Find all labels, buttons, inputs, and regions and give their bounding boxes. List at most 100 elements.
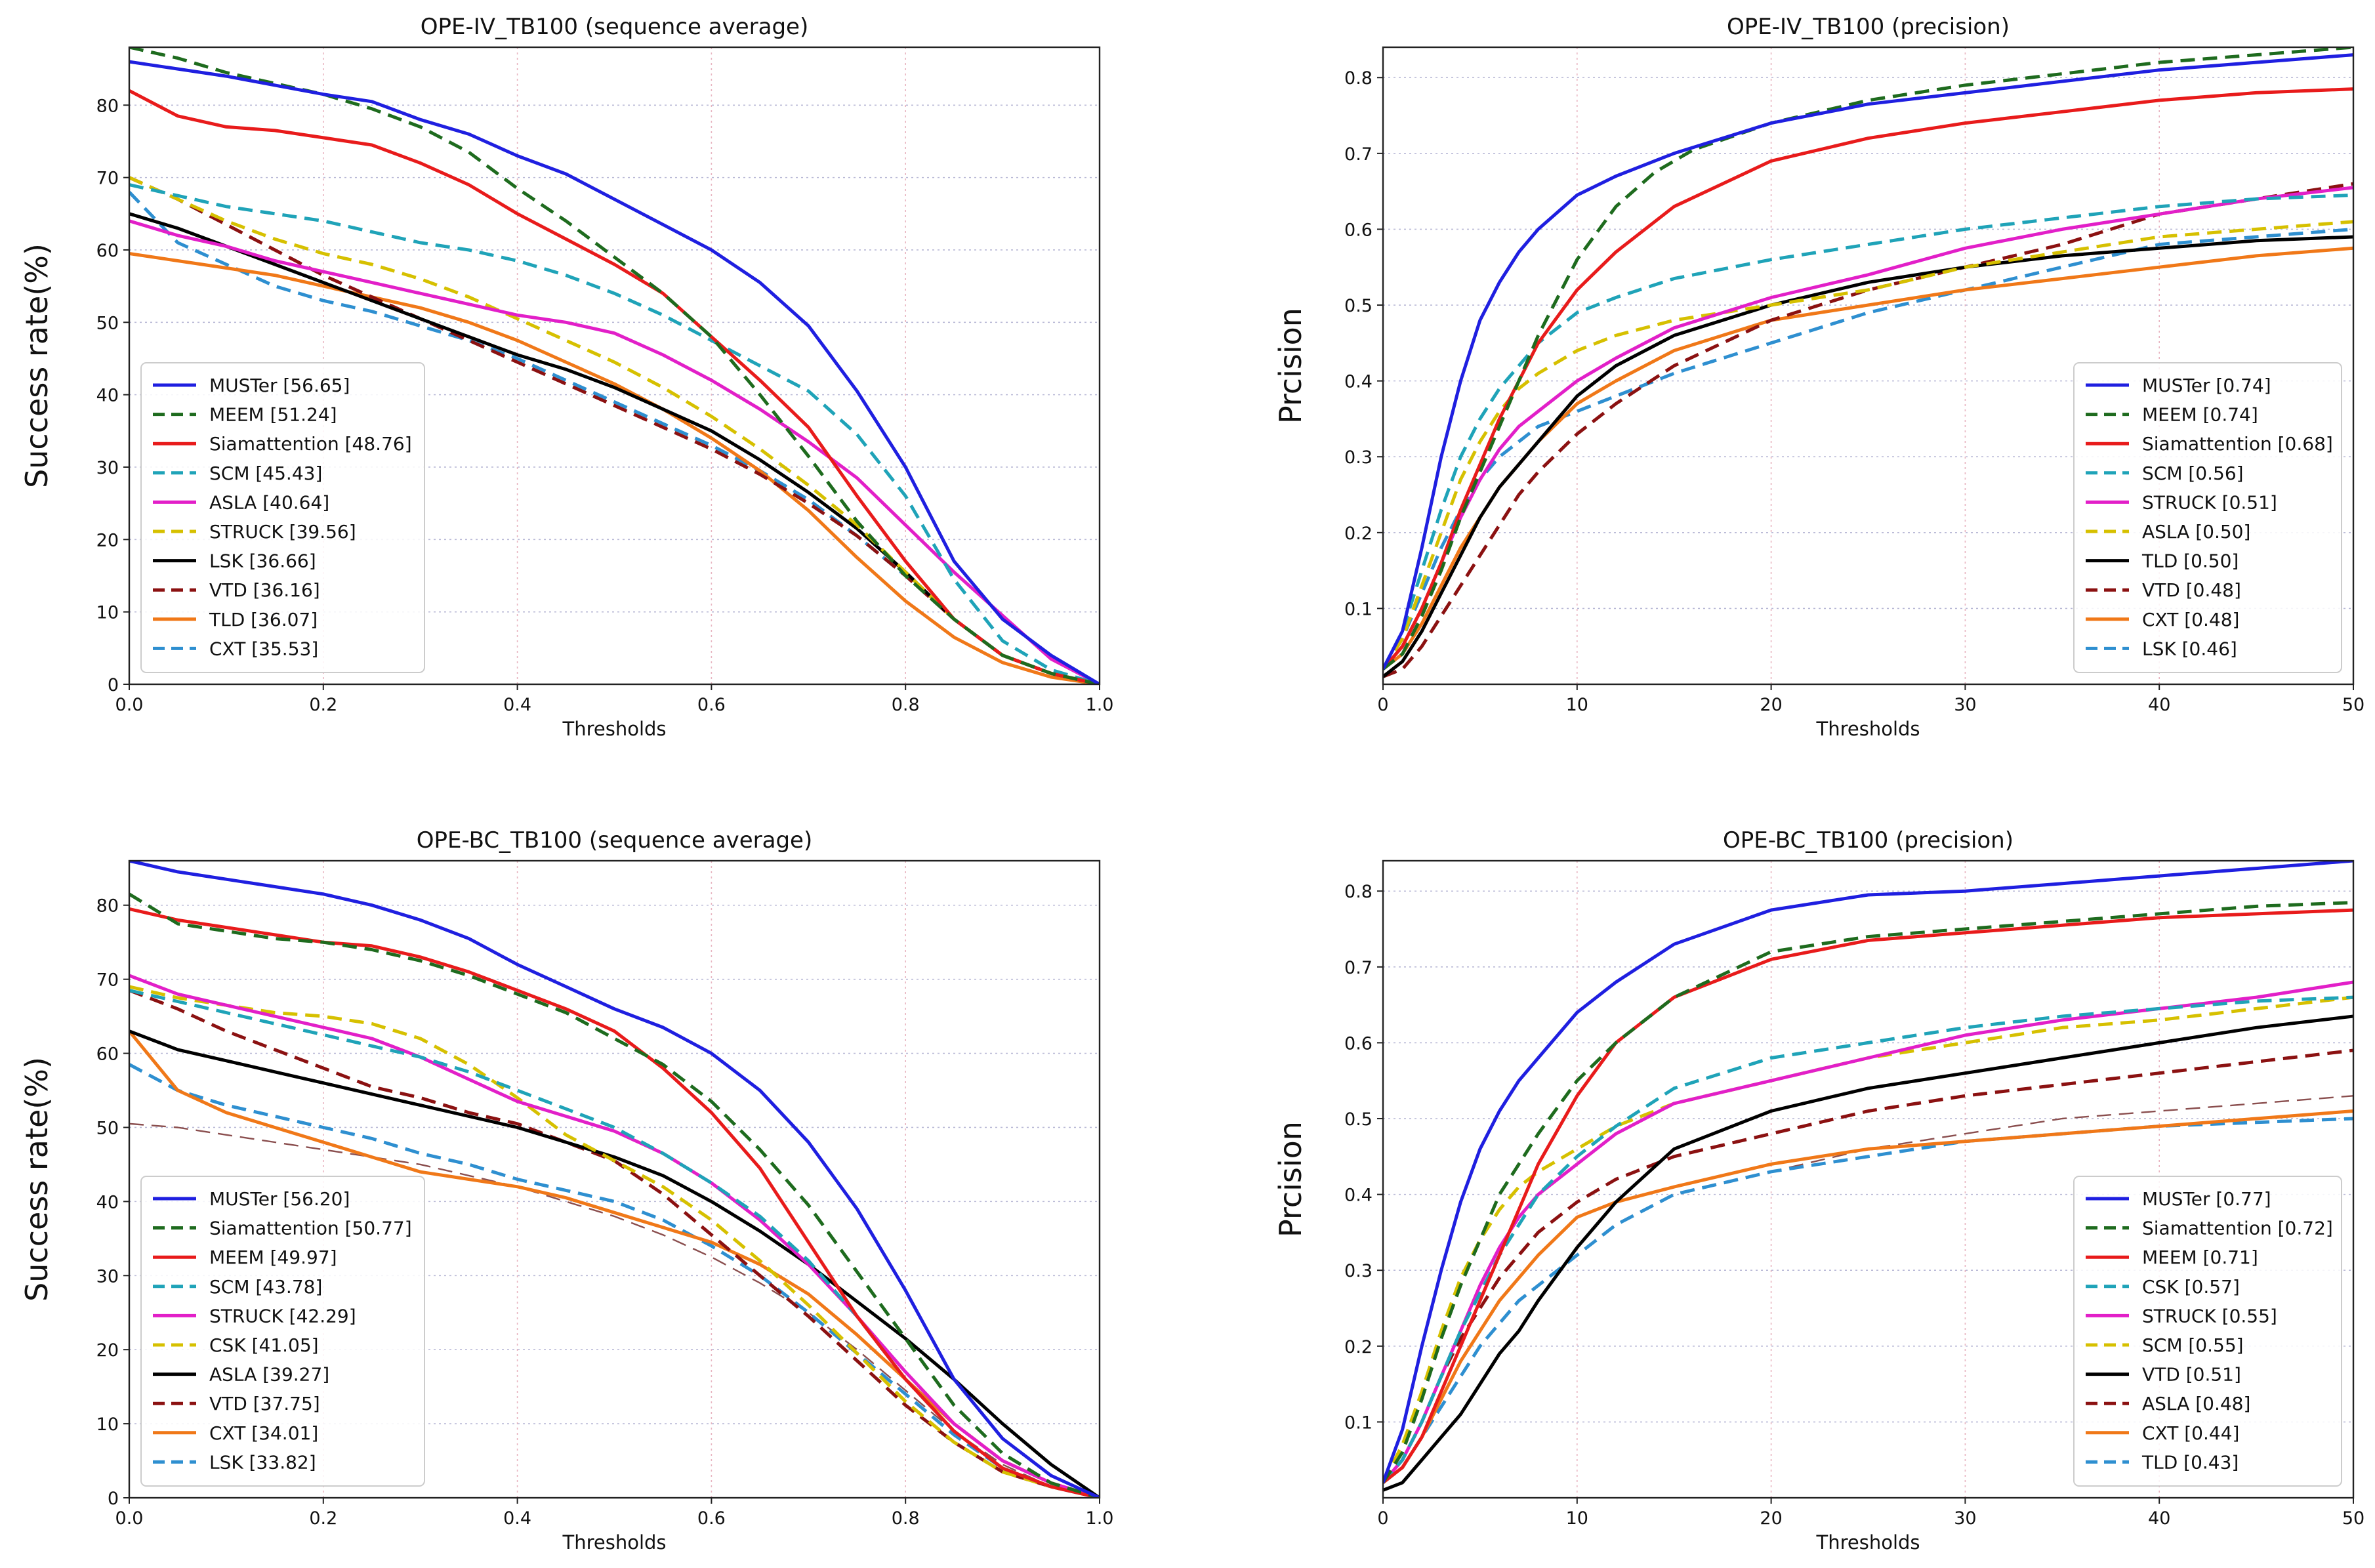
legend-entry: CXT [35.53] <box>209 638 318 659</box>
legend-entry: LSK [0.46] <box>2142 638 2237 659</box>
series-line-csk <box>1383 995 2353 1484</box>
legend-entry: TLD [36.07] <box>209 609 318 630</box>
x-tick-label: 20 <box>1760 695 1782 715</box>
y-tick-label: 0.2 <box>1344 524 1373 544</box>
legend-entry: CXT [0.44] <box>2142 1422 2239 1444</box>
chart-title: OPE-IV_TB100 (precision) <box>1727 14 2010 40</box>
series-line-asla <box>1383 220 2353 671</box>
series-line-siamattention <box>1383 87 2353 671</box>
series-line-cxt <box>129 1030 1100 1498</box>
series-lines <box>129 861 1100 1498</box>
y-tick-label: 0.1 <box>1344 599 1373 619</box>
y-tick-label: 40 <box>96 386 119 406</box>
legend-entry: MEEM [0.74] <box>2142 404 2258 426</box>
y-tick-label: 0.8 <box>1344 68 1373 89</box>
axes-frame <box>1382 859 2355 1499</box>
axes-frame <box>128 859 1101 1499</box>
x-axis-label: Thresholds <box>562 1531 666 1554</box>
legend-entry: STRUCK [39.56] <box>209 521 356 543</box>
y-tick-label: 10 <box>96 603 119 623</box>
x-tick-label: 0.6 <box>697 695 726 715</box>
legend-entry: SCM [45.43] <box>209 463 322 484</box>
x-tick-label: 0.2 <box>309 1508 337 1529</box>
legend-entry: MUSTer [56.20] <box>209 1188 350 1210</box>
legend: MUSTer [56.65] MEEM [51.24] Siamattention … <box>140 362 425 673</box>
y-tick-label: 0.5 <box>1344 296 1373 316</box>
y-tick-label: 0.6 <box>1344 220 1373 240</box>
x-tick-label: 0.8 <box>892 695 920 715</box>
series-line-asla <box>129 219 1100 684</box>
x-tick-label: 0.4 <box>503 1508 531 1529</box>
legend-entry: Siamattention [50.77] <box>209 1218 412 1239</box>
series-line-lsk <box>1383 227 2353 671</box>
chart-panel-bc-success: 0.0 0.2 0.4 0.6 0.8 1.0 0 10 20 30 40 50 60 70 80 OPE-B… <box>19 827 1113 1554</box>
x-tick-label: 0.6 <box>697 1508 726 1529</box>
legend-entry: ASLA [0.50] <box>2142 521 2250 543</box>
x-tick-label: 10 <box>1566 1508 1588 1529</box>
legend: MUSTer [0.77] Siamattention [0.72] MEEM [0… <box>2073 1176 2342 1487</box>
y-tick-label: 0.7 <box>1344 144 1373 165</box>
x-tick-label: 1.0 <box>1086 1508 1114 1529</box>
series-line-meem <box>129 907 1100 1498</box>
series-lines <box>129 47 1100 684</box>
series-line-tld <box>129 252 1100 684</box>
legend-entry: STRUCK [42.29] <box>209 1305 356 1327</box>
legend-box <box>2073 362 2342 673</box>
legend-entry: CXT [34.01] <box>209 1422 318 1444</box>
y-tick-label: 0.1 <box>1344 1413 1373 1433</box>
legend-entry: TLD [0.43] <box>2141 1451 2239 1473</box>
series-line-tld <box>1383 235 2353 678</box>
x-tick-label: 50 <box>2342 1508 2365 1529</box>
series-line-struck <box>129 974 1100 1498</box>
y-tick-label: 0.2 <box>1344 1337 1373 1357</box>
legend-box <box>140 362 425 673</box>
axes-frame <box>128 46 1101 686</box>
series-line-siamattention <box>129 89 1100 684</box>
chart-title: OPE-BC_TB100 (sequence average) <box>417 827 812 854</box>
x-tick-label: 30 <box>1954 695 1976 715</box>
y-tick-label: 0.4 <box>1344 372 1373 392</box>
series-lines <box>1383 47 2353 678</box>
chart-title: OPE-BC_TB100 (precision) <box>1723 827 2014 854</box>
y-tick-label: 0.3 <box>1344 1261 1373 1281</box>
series-line-lsk <box>129 1063 1100 1498</box>
y-tick-label: 0 <box>108 675 119 695</box>
y-tick-label: 0.3 <box>1344 447 1373 468</box>
series-lines <box>1383 861 2353 1492</box>
y-tick-label: 80 <box>96 896 119 917</box>
x-tick-label: 1.0 <box>1086 695 1114 715</box>
legend-entry: ASLA [40.64] <box>209 491 329 513</box>
legend-entry: Siamattention [0.72] <box>2142 1218 2333 1239</box>
legend-entry: SCM [43.78] <box>209 1276 322 1298</box>
x-axis-label: Thresholds <box>1815 718 1920 740</box>
x-tick-label: 0.2 <box>309 695 337 715</box>
series-line-meem <box>1383 908 2353 1484</box>
series-line-muster <box>129 861 1100 1498</box>
x-tick-label: 0.0 <box>115 695 144 715</box>
x-tick-label: 0.0 <box>115 1508 144 1529</box>
y-tick-label: 30 <box>96 458 119 478</box>
legend-entry: ASLA [39.27] <box>209 1364 329 1386</box>
y-tick-label: 70 <box>96 169 119 189</box>
chart-panel-iv-success: 0.0 0.2 0.4 0.6 0.8 1.0 0 10 20 30 40 50 60 70 80 OPE-I… <box>19 14 1113 740</box>
legend-entry: TLD [0.50] <box>2141 550 2239 572</box>
legend-box <box>2073 1176 2342 1487</box>
series-line-vtd <box>1383 1014 2353 1492</box>
legend-entry: Siamattention [0.68] <box>2142 433 2333 455</box>
axes-frame <box>1382 46 2355 686</box>
series-line-scm <box>1383 193 2353 671</box>
legend: MUSTer [56.20] Siamattention [50.77] MEEM … <box>140 1176 425 1487</box>
y-tick-label: 40 <box>96 1192 119 1212</box>
series-line-cxt <box>1383 246 2353 671</box>
series-line-siamattention <box>129 892 1100 1498</box>
legend-entry: STRUCK [0.55] <box>2142 1305 2277 1327</box>
legend-entry: MEEM [49.97] <box>209 1247 337 1268</box>
series-line-csk <box>129 985 1100 1498</box>
legend-entry: Siamattention [48.76] <box>209 433 412 455</box>
x-tick-label: 0.8 <box>892 1508 920 1529</box>
legend-entry: VTD [37.75] <box>209 1393 320 1414</box>
legend-entry: STRUCK [0.51] <box>2142 491 2277 513</box>
x-tick-label: 50 <box>2342 695 2365 715</box>
y-tick-label: 60 <box>96 1044 119 1065</box>
